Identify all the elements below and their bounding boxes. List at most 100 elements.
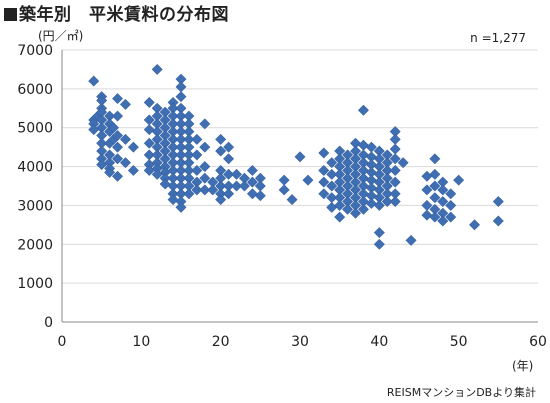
data-point bbox=[445, 211, 457, 223]
data-point bbox=[357, 203, 370, 215]
data-point bbox=[199, 118, 211, 130]
data-point bbox=[167, 194, 179, 206]
source-note: REISMマンションDBより集計 bbox=[386, 386, 536, 399]
x-tick-label: 30 bbox=[291, 334, 309, 350]
data-point bbox=[223, 168, 235, 180]
data-point bbox=[119, 133, 132, 145]
data-point bbox=[104, 166, 116, 178]
y-tick-labels: 0 1000 2000 3000 4000 5000 6000 7000 bbox=[17, 43, 53, 331]
data-point bbox=[318, 188, 330, 200]
data-point bbox=[294, 151, 306, 163]
data-point bbox=[326, 180, 338, 192]
data-point bbox=[207, 184, 219, 196]
chart-title: 築年別 平米賃料の分布図 bbox=[4, 0, 229, 25]
data-point bbox=[318, 164, 330, 177]
y-tick-label: 6000 bbox=[17, 82, 53, 98]
data-point bbox=[111, 153, 124, 165]
data-point bbox=[88, 75, 100, 87]
data-point bbox=[151, 63, 163, 75]
data-point bbox=[127, 164, 139, 177]
data-point bbox=[143, 96, 155, 109]
data-point bbox=[127, 141, 139, 153]
data-point bbox=[334, 199, 346, 211]
data-point bbox=[373, 227, 385, 239]
data-point bbox=[421, 209, 433, 221]
data-point bbox=[246, 176, 258, 188]
data-point bbox=[278, 174, 290, 186]
chart-title-text: 築年別 平米賃料の分布図 bbox=[19, 5, 229, 25]
y-unit-label: (円／㎡) bbox=[38, 29, 84, 43]
data-point bbox=[199, 184, 211, 196]
data-point bbox=[389, 133, 401, 145]
data-point bbox=[349, 207, 362, 219]
data-point bbox=[405, 234, 417, 246]
data-point bbox=[357, 104, 370, 116]
data-point bbox=[437, 195, 449, 208]
y-tick-label: 4000 bbox=[17, 160, 53, 176]
data-point bbox=[342, 203, 354, 215]
x-tick-label: 0 bbox=[58, 334, 67, 350]
data-point bbox=[119, 157, 132, 169]
data-point bbox=[96, 94, 108, 107]
data-point bbox=[429, 211, 441, 223]
x-tick-label: 50 bbox=[450, 334, 468, 350]
data-point bbox=[421, 170, 433, 182]
data-point bbox=[175, 91, 187, 103]
x-tick-label: 40 bbox=[370, 334, 388, 350]
x-tick-label: 60 bbox=[529, 334, 547, 350]
data-point bbox=[437, 184, 449, 196]
data-points bbox=[88, 63, 504, 250]
data-point bbox=[429, 153, 441, 165]
data-point bbox=[389, 153, 401, 165]
data-point bbox=[445, 199, 457, 211]
data-point bbox=[191, 164, 203, 177]
data-point bbox=[429, 168, 441, 180]
data-point bbox=[223, 141, 235, 153]
data-point bbox=[143, 124, 155, 136]
data-point bbox=[88, 124, 100, 136]
data-point bbox=[108, 122, 120, 134]
x-tick-labels: 0 10 20 30 40 50 60 bbox=[58, 334, 547, 350]
data-point bbox=[119, 98, 132, 110]
data-point bbox=[445, 188, 457, 200]
data-point bbox=[254, 190, 266, 202]
data-point bbox=[278, 184, 290, 196]
data-point bbox=[429, 180, 441, 192]
data-point bbox=[357, 139, 370, 151]
data-point bbox=[373, 238, 385, 250]
data-point bbox=[215, 194, 227, 206]
y-tick-label: 0 bbox=[44, 315, 53, 331]
data-point bbox=[492, 195, 504, 208]
y-tick-label: 1000 bbox=[17, 276, 53, 292]
data-point bbox=[302, 174, 314, 186]
data-point bbox=[111, 141, 124, 153]
data-point bbox=[326, 157, 338, 169]
data-point bbox=[492, 215, 504, 227]
data-point bbox=[230, 180, 243, 192]
data-point bbox=[318, 176, 330, 188]
data-point bbox=[437, 215, 449, 227]
data-point bbox=[246, 188, 258, 200]
y-tick-label: 2000 bbox=[17, 237, 53, 253]
data-point bbox=[143, 137, 155, 149]
gridlines bbox=[62, 49, 538, 284]
data-point bbox=[365, 197, 377, 210]
data-point bbox=[326, 168, 338, 180]
data-point bbox=[397, 157, 409, 169]
data-point bbox=[199, 161, 211, 173]
data-point bbox=[199, 172, 211, 184]
data-point bbox=[429, 192, 441, 204]
square-bullet-icon bbox=[4, 8, 17, 21]
y-tick-label: 3000 bbox=[17, 198, 53, 214]
data-point bbox=[215, 145, 227, 157]
data-point bbox=[246, 164, 258, 177]
data-point bbox=[215, 133, 227, 145]
x-unit-label: (年) bbox=[512, 359, 534, 373]
data-point bbox=[199, 141, 211, 153]
x-tick-label: 20 bbox=[212, 334, 230, 350]
data-point bbox=[389, 143, 401, 155]
data-point bbox=[191, 149, 203, 161]
data-point bbox=[381, 195, 393, 208]
data-point bbox=[318, 147, 330, 159]
